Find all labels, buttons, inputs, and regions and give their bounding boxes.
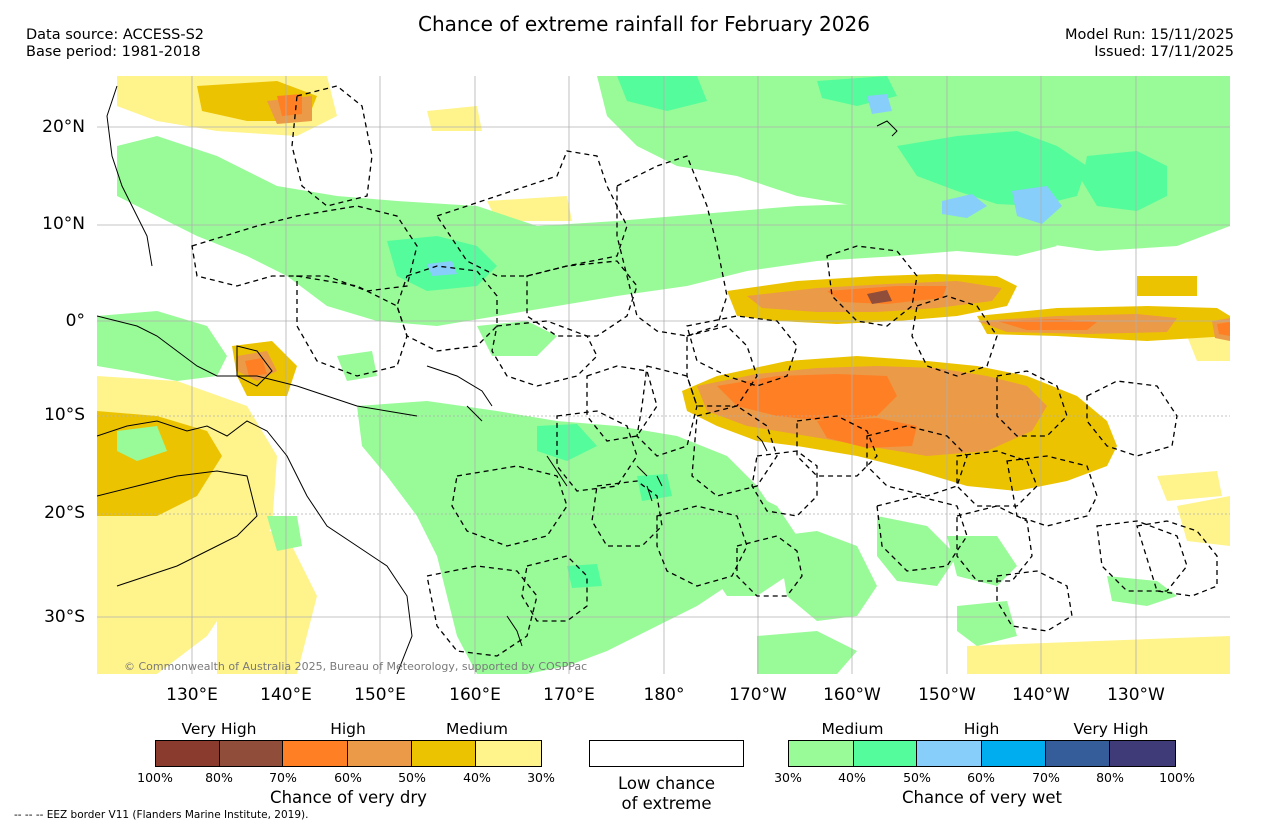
- eez-footnote: -- -- -- EEZ border V11 (Flanders Marine…: [14, 809, 309, 821]
- lon-label-140e: 140°E: [260, 685, 312, 705]
- dry-swatch-4: [348, 741, 412, 766]
- dry-swatch-2: [219, 741, 284, 766]
- wet-legend-caption: Chance of very wet: [902, 788, 1062, 807]
- lon-label-170e: 170°E: [543, 685, 595, 705]
- wet-pct-100: 100%: [1159, 770, 1195, 785]
- low-chance-line1: Low chance: [617, 774, 716, 793]
- lon-label-180: 180°: [643, 685, 685, 705]
- lon-label-160w: 160°W: [823, 685, 881, 705]
- lon-label-150w: 150°W: [918, 685, 976, 705]
- coastlines: [97, 85, 898, 674]
- dry-pct-40: 40%: [463, 770, 491, 785]
- wet-swatch-5: [1045, 741, 1111, 766]
- lat-label-20s: 20°S: [44, 503, 85, 523]
- lat-label-30s: 30°S: [44, 607, 85, 627]
- map-canvas: © Commonwealth of Australia 2025, Bureau…: [97, 76, 1230, 674]
- wet-pct-40: 40%: [838, 770, 866, 785]
- map-copyright: © Commonwealth of Australia 2025, Bureau…: [124, 660, 587, 673]
- low-chance-swatch: [589, 740, 744, 767]
- lat-label-10n: 10°N: [42, 214, 85, 234]
- lon-label-160e: 160°E: [449, 685, 501, 705]
- dry-category-very-high: Very High: [181, 720, 257, 738]
- lat-label-20n: 20°N: [42, 117, 85, 137]
- map-gridlines: [97, 76, 1230, 674]
- wet-category-high: High: [963, 720, 1000, 738]
- wet-pct-70: 70%: [1032, 770, 1060, 785]
- lon-label-170w: 170°W: [729, 685, 787, 705]
- dry-swatch-5: [411, 741, 477, 766]
- dry-very-high-regions: [867, 290, 892, 304]
- dry-color-bar: [155, 740, 542, 767]
- data-source: Data source: ACCESS-S2: [26, 27, 205, 43]
- wet-swatch-3: [917, 741, 983, 766]
- issued-date: Issued: 17/11/2025: [1094, 44, 1234, 60]
- wet-pct-50: 50%: [903, 770, 931, 785]
- dry-swatch-3: [283, 741, 349, 766]
- data-source-info: Data source: ACCESS-S2 Base period: 1981…: [26, 27, 204, 61]
- dry-pct-100: 100%: [137, 770, 173, 785]
- lon-label-130e: 130°E: [166, 685, 218, 705]
- dry-category-high: High: [330, 720, 366, 738]
- lat-label-0: 0°: [65, 311, 85, 331]
- wet-swatch-4: [982, 741, 1046, 766]
- lat-label-10s: 10°S: [44, 405, 85, 425]
- lon-label-140w: 140°W: [1012, 685, 1070, 705]
- dry-pct-80: 80%: [205, 770, 233, 785]
- wet-category-very-high: Very High: [1073, 720, 1149, 738]
- wet-swatch-6: [1110, 741, 1176, 766]
- dry-legend-caption: Chance of very dry: [270, 788, 427, 807]
- wet-pct-30: 30%: [774, 770, 802, 785]
- wet-pct-80: 80%: [1096, 770, 1124, 785]
- dry-pct-60: 60%: [334, 770, 362, 785]
- model-run-info: Model Run: 15/11/2025 Issued: 17/11/2025: [1065, 27, 1234, 61]
- low-chance-caption: Low chance of extreme: [589, 774, 744, 814]
- low-chance-line2: of extreme: [621, 794, 712, 813]
- lon-label-130w: 130°W: [1107, 685, 1165, 705]
- dry-category-medium: Medium: [446, 720, 508, 738]
- wet-swatch-2: [853, 741, 918, 766]
- wet-swatch-1: [789, 741, 854, 766]
- wet-high-regions: [427, 94, 1062, 276]
- base-period: Base period: 1981-2018: [26, 44, 201, 60]
- rainfall-map: © Commonwealth of Australia 2025, Bureau…: [97, 76, 1230, 674]
- dry-swatch-6: [476, 741, 542, 766]
- wet-category-medium: Medium: [821, 720, 884, 738]
- model-run: Model Run: 15/11/2025: [1064, 27, 1234, 43]
- dry-swatch-1: [156, 741, 220, 766]
- wet-color-bar: [788, 740, 1176, 767]
- map-title: Chance of extreme rainfall for February …: [418, 12, 870, 36]
- wet-pct-60: 60%: [967, 770, 995, 785]
- dry-pct-50: 50%: [398, 770, 426, 785]
- eez-borders: [191, 85, 1218, 657]
- dry-pct-70: 70%: [269, 770, 297, 785]
- dry-pct-30: 30%: [527, 770, 555, 785]
- lon-label-150e: 150°E: [354, 685, 406, 705]
